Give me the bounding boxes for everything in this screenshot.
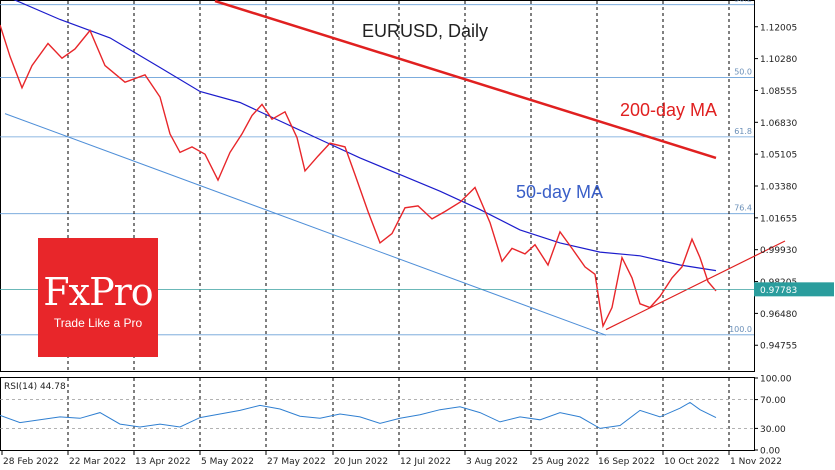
- date-tick-label: 3 Aug 2022: [466, 457, 518, 467]
- fib-level-label: 100.0: [729, 325, 752, 334]
- price-tick-label: 0.96480: [760, 310, 797, 320]
- fib-level-label: 61.8: [734, 127, 752, 136]
- date-tick-label: 25 Aug 2022: [532, 457, 590, 467]
- date-tick-label: 20 Jun 2022: [334, 457, 388, 467]
- date-tick-label: 28 Feb 2022: [3, 457, 59, 467]
- fib-level-label: 50.0: [734, 67, 752, 76]
- rsi-tick-label: 100.00: [760, 375, 792, 385]
- date-tick-label: 13 Apr 2022: [135, 457, 191, 467]
- brand-logo: FxPro: [43, 270, 153, 314]
- ma200-line: [214, 0, 717, 160]
- price-tick-label: 1.12005: [760, 23, 797, 33]
- current-price-badge: [754, 282, 834, 297]
- rsi-tick-label: 30.00: [760, 425, 786, 435]
- date-tick-label: 1 Nov 2022: [730, 457, 782, 467]
- price-tick-label: 1.10280: [760, 55, 797, 65]
- price-tick-label: 1.01655: [760, 214, 797, 224]
- date-tick-label: 22 Mar 2022: [69, 457, 126, 467]
- brand-tagline: Trade Like a Pro: [53, 316, 143, 330]
- date-tick-label: 5 May 2022: [201, 457, 254, 467]
- chart-title: EURUSD, Daily: [362, 21, 488, 41]
- fib-level-label: 38.2: [734, 0, 752, 4]
- price-tick-label: 0.99930: [760, 246, 797, 256]
- price-tick-label: 1.08555: [760, 87, 797, 97]
- date-tick-label: 10 Oct 2022: [664, 457, 720, 467]
- channel-lower-line: [4, 113, 607, 336]
- price-axis: 1.12005 1.10280 1.08555 1.06830 1.05105 1.033…: [754, 23, 834, 352]
- price-tick-label: 1.06830: [760, 119, 797, 129]
- price-tick-label: 0.94755: [760, 342, 797, 352]
- date-tick-label: 16 Sep 2022: [598, 457, 655, 467]
- ma50-label: 50-day MA: [516, 182, 603, 202]
- rsi-plot-frame: [0, 377, 755, 451]
- rsi-line: [0, 401, 717, 429]
- ma50-line: [13, 0, 717, 272]
- trend-support-line: [605, 240, 786, 331]
- date-tick-label: 27 May 2022: [267, 457, 326, 467]
- fxpro-logo: FxPro Trade Like a Pro: [38, 238, 158, 357]
- rsi-panel: 100.00 70.00 30.00 0.00 RSI(14) 44.78: [0, 375, 792, 457]
- plot-lines: [0, 0, 786, 336]
- rsi-tick-label: 70.00: [760, 396, 786, 406]
- price-line: [0, 24, 717, 329]
- rsi-tick-label: 0.00: [760, 447, 780, 457]
- ma200-label: 200-day MA: [620, 100, 717, 120]
- fib-level-label: 76.4: [734, 204, 752, 213]
- price-tick-label: 1.05105: [760, 151, 797, 161]
- price-tick-label: 1.03380: [760, 183, 797, 193]
- current-price-label: 0.97783: [760, 286, 797, 296]
- date-axis: 28 Feb 2022 22 Mar 2022 13 Apr 2022 5 May 2…: [1, 451, 782, 467]
- rsi-title: RSI(14) 44.78: [4, 382, 66, 392]
- date-tick-label: 12 Jul 2022: [400, 457, 451, 467]
- vertical-grid: [67, 1, 730, 450]
